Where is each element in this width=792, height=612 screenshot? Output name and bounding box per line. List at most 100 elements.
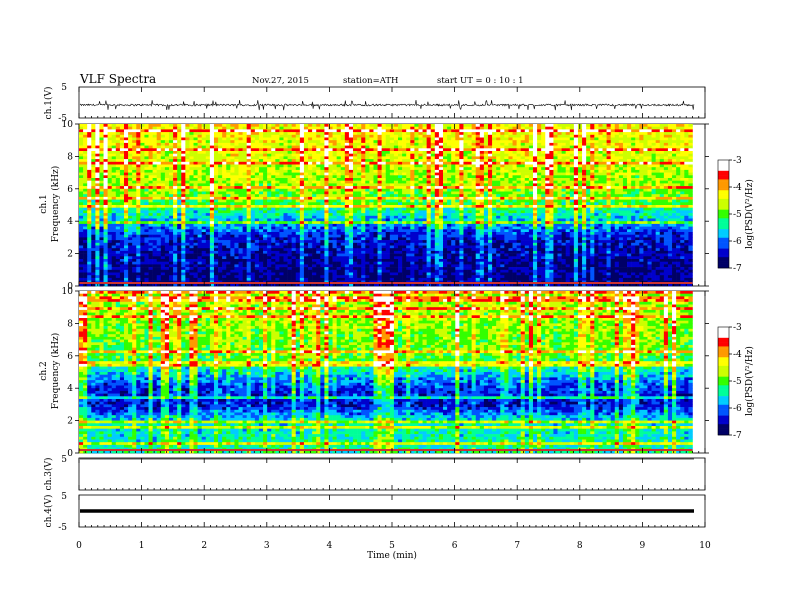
spectrogram-cell xyxy=(95,129,99,132)
spectrogram-cell xyxy=(382,197,386,200)
spectrogram-cell xyxy=(108,159,112,162)
spectrogram-cell xyxy=(504,183,508,186)
spectrogram-cell xyxy=(185,148,189,151)
spectrogram-cell xyxy=(288,154,292,157)
spectrogram-cell xyxy=(271,183,275,186)
spectrogram-cell xyxy=(345,135,349,138)
spectrogram-cell xyxy=(570,162,574,165)
spectrogram-cell xyxy=(402,156,406,159)
spectrogram-cell xyxy=(668,186,672,189)
spectrogram-cell xyxy=(198,165,202,168)
spectrogram-cell xyxy=(541,210,545,213)
spectrogram-cell xyxy=(525,140,529,143)
spectrogram-cell xyxy=(488,178,492,181)
spectrogram-cell xyxy=(684,124,688,127)
spectrogram-cell xyxy=(161,208,165,211)
spectrogram-cell xyxy=(230,189,234,192)
spectrogram-cell xyxy=(529,181,533,184)
spectrogram-cell xyxy=(263,186,267,189)
spectrogram-cell xyxy=(120,197,124,200)
spectrogram-cell xyxy=(255,143,259,146)
spectrogram-cell xyxy=(194,213,198,216)
spectrogram-cell xyxy=(341,124,345,127)
spectrogram-cell xyxy=(627,183,631,186)
spectrogram-cell xyxy=(635,159,639,162)
spectrogram-cell xyxy=(120,194,124,197)
spectrogram-cell xyxy=(566,189,570,192)
spectrogram-cell xyxy=(378,124,382,127)
spectrogram-cell xyxy=(521,167,525,170)
spectrogram-cell xyxy=(83,151,87,154)
spectrogram-cell xyxy=(333,156,337,159)
spectrogram-cell xyxy=(533,186,537,189)
spectrogram-cell xyxy=(521,202,525,205)
spectrogram-cell xyxy=(189,170,193,173)
spectrogram-cell xyxy=(468,165,472,168)
spectrogram-cell xyxy=(615,154,619,157)
spectrogram-cell xyxy=(140,197,144,200)
spectrogram-cell xyxy=(79,143,83,146)
spectrogram-cell xyxy=(275,127,279,130)
spectrogram-cell xyxy=(108,186,112,189)
spectrogram-cell xyxy=(206,154,210,157)
spectrogram-cell xyxy=(247,197,251,200)
spectrogram-cell xyxy=(513,181,517,184)
spectrogram-cell xyxy=(496,140,500,143)
spectrogram-cell xyxy=(394,205,398,208)
spectrogram-cell xyxy=(95,200,99,203)
spectrogram-cell xyxy=(333,162,337,165)
spectrogram-cell xyxy=(169,156,173,159)
spectrogram-cell xyxy=(553,183,557,186)
spectrogram-cell xyxy=(517,175,521,178)
spectrogram-cell xyxy=(99,124,103,127)
spectrogram-cell xyxy=(570,132,574,135)
spectrogram-cell xyxy=(120,170,124,173)
spectrogram-cell xyxy=(455,178,459,181)
spectrogram-cell xyxy=(402,192,406,195)
spectrogram-cell xyxy=(414,146,418,149)
spectrogram-cell xyxy=(562,156,566,159)
spectrogram-cell xyxy=(521,156,525,159)
spectrogram-cell xyxy=(99,167,103,170)
spectrogram-cell xyxy=(431,165,435,168)
spectrogram-cell xyxy=(136,178,140,181)
spectrogram-cell xyxy=(680,208,684,211)
spectrogram-cell xyxy=(463,140,467,143)
spectrogram-cell xyxy=(177,186,181,189)
spectrogram-cell xyxy=(357,138,361,141)
spectrogram-cell xyxy=(312,156,316,159)
spectrogram-cell xyxy=(423,127,427,130)
spectrogram-cell xyxy=(513,148,517,151)
spectrogram-cell xyxy=(140,200,144,203)
spectrogram-cell xyxy=(594,167,598,170)
spectrogram-cell xyxy=(91,165,95,168)
spectrogram-cell xyxy=(349,132,353,135)
spectrogram-cell xyxy=(226,202,230,205)
spectrogram-cell xyxy=(496,127,500,130)
spectrogram-cell xyxy=(300,197,304,200)
spectrogram-cell xyxy=(210,213,214,216)
spectrogram-cell xyxy=(108,205,112,208)
spectrogram-cell xyxy=(578,156,582,159)
spectrogram-cell xyxy=(684,127,688,130)
spectrogram-cell xyxy=(239,186,243,189)
spectrogram-cell xyxy=(357,151,361,154)
spectrogram-cell xyxy=(553,175,557,178)
spectrogram-cell xyxy=(541,197,545,200)
spectrogram-cell xyxy=(439,210,443,213)
spectrogram-cell xyxy=(623,189,627,192)
spectrogram-cell xyxy=(324,127,328,130)
spectrogram-cell xyxy=(104,143,108,146)
spectrogram-cell xyxy=(639,132,643,135)
spectrogram-cell xyxy=(631,162,635,165)
spectrogram-cell xyxy=(562,200,566,203)
spectrogram-cell xyxy=(680,127,684,130)
spectrogram-cell xyxy=(492,202,496,205)
spectrogram-cell xyxy=(132,127,136,130)
spectrogram-cell xyxy=(631,132,635,135)
spectrogram-cell xyxy=(333,129,337,132)
spectrogram-cell xyxy=(488,181,492,184)
spectrogram-cell xyxy=(513,192,517,195)
spectrogram-cell xyxy=(243,159,247,162)
spectrogram-cell xyxy=(394,175,398,178)
